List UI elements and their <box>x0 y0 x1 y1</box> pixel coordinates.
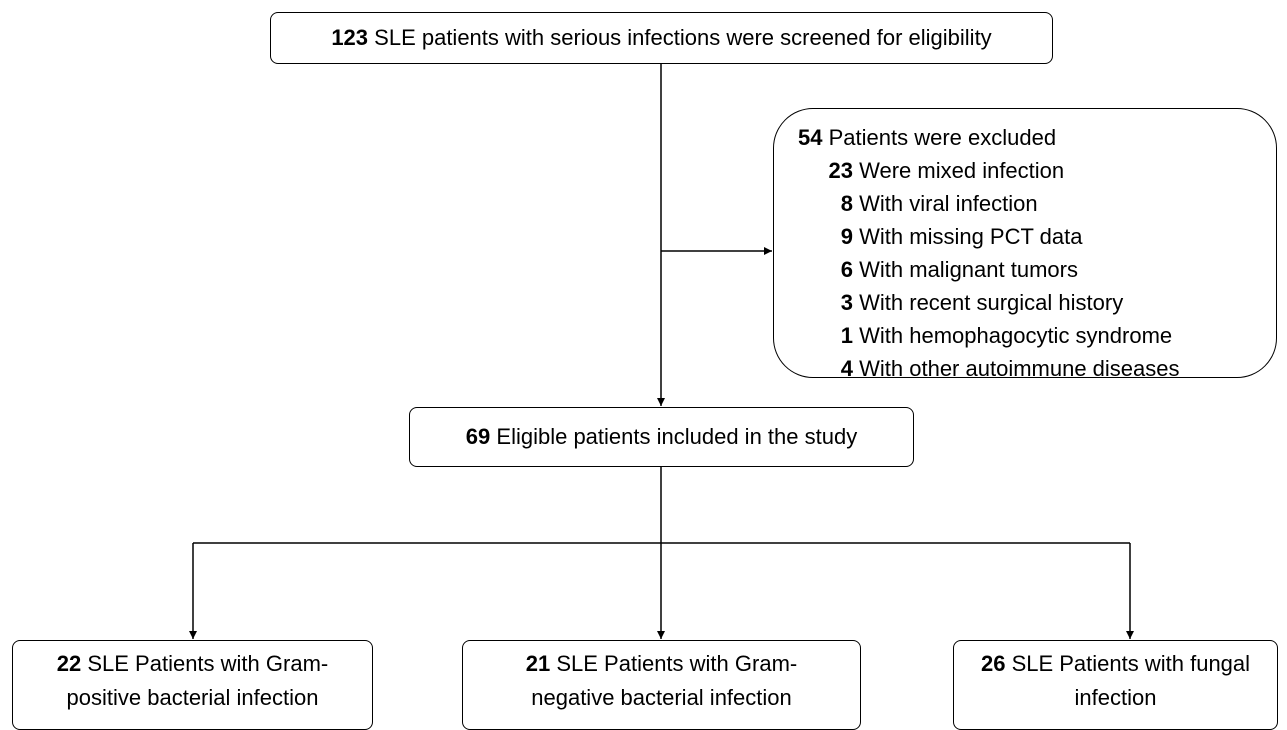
label: With hemophagocytic syndrome <box>859 323 1173 348</box>
count: 6 <box>840 257 853 282</box>
label: Were mixed infection <box>859 158 1065 183</box>
excluded-box: 54 Patients were excluded 23 Were mixed … <box>773 108 1277 381</box>
screened-box: 123 SLE patients with serious infections… <box>270 12 1053 64</box>
label: With malignant tumors <box>859 257 1078 282</box>
count: 22 <box>56 651 82 676</box>
group-box: 21 SLE Patients with Gram-negative bacte… <box>462 640 861 730</box>
count: 3 <box>840 290 853 315</box>
excluded-header: 54 Patients were excluded <box>798 121 1276 154</box>
count: 9 <box>840 224 853 249</box>
group-box: 26 SLE Patients with fungal infection <box>953 640 1278 730</box>
label: With missing PCT data <box>859 224 1083 249</box>
count: 4 <box>840 356 853 381</box>
count: 123 <box>331 25 369 50</box>
count: 26 <box>980 651 1006 676</box>
label: SLE patients with serious infections wer… <box>374 25 992 50</box>
page: {"screened": {"count": 123, "label": "SL… <box>12 12 1278 730</box>
label: With recent surgical history <box>859 290 1124 315</box>
excluded-items: 23 Were mixed infection 8 With viral inf… <box>798 154 1276 385</box>
excluded-item: 23 Were mixed infection <box>828 154 1276 187</box>
count: 1 <box>840 323 853 348</box>
included-text: 69 Eligible patients included in the stu… <box>466 420 857 454</box>
group-box: 22 SLE Patients with Gram-positive bacte… <box>12 640 373 730</box>
count: 69 <box>465 424 491 449</box>
screened-text: 123 SLE patients with serious infections… <box>331 21 991 55</box>
label: SLE Patients with fungal infection <box>1011 651 1251 710</box>
count: 23 <box>828 158 853 183</box>
label: Eligible patients included in the study <box>496 424 858 449</box>
excluded-item: 9 With missing PCT data <box>828 220 1276 253</box>
label: SLE Patients with Gram-negative bacteria… <box>531 651 798 710</box>
connectors <box>189 63 1134 639</box>
excluded-item: 1 With hemophagocytic syndrome <box>828 319 1276 352</box>
excluded-item: 8 With viral infection <box>828 187 1276 220</box>
count: 8 <box>840 191 853 216</box>
excluded-item: 3 With recent surgical history <box>828 286 1276 319</box>
excluded-item: 4 With other autoimmune diseases <box>828 352 1276 385</box>
included-box: 69 Eligible patients included in the stu… <box>409 407 914 467</box>
label: SLE Patients with Gram-positive bacteria… <box>66 651 329 710</box>
count: 21 <box>525 651 551 676</box>
label: With other autoimmune diseases <box>859 356 1180 381</box>
label: With viral infection <box>859 191 1038 216</box>
label: Patients were excluded <box>828 125 1057 150</box>
excluded-item: 6 With malignant tumors <box>828 253 1276 286</box>
count: 54 <box>798 125 823 150</box>
